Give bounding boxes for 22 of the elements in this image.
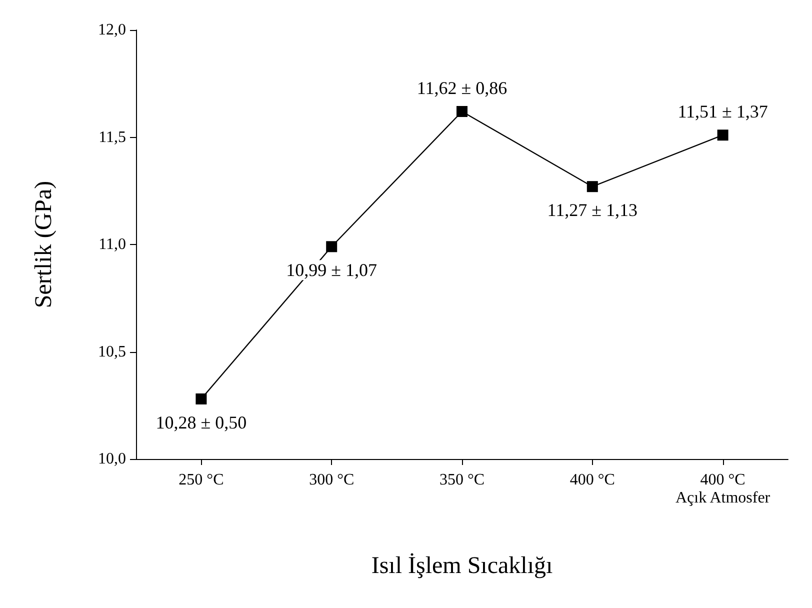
x-axis-title: Isıl İşlem Sıcaklığı: [371, 553, 553, 579]
data-label: 10,99 ± 1,07: [286, 260, 378, 280]
x-tick-label: 250 °C: [178, 472, 224, 488]
point: [326, 241, 338, 252]
y-tick-label: 10,0: [98, 450, 126, 468]
point: [586, 181, 598, 192]
x-tick-label: 350 °C: [439, 472, 485, 488]
data-label: 10,28 ± 0,50: [156, 412, 247, 432]
x-tick-label: 400 °C: [570, 472, 615, 488]
point: [196, 393, 207, 404]
y-axis-title: Sertlik (GPa): [31, 180, 57, 308]
x-tick-label: 400 °C Açık Atmosfer: [675, 472, 771, 506]
y-tick-label: 11,0: [98, 236, 126, 253]
data-label: 11,27 ± 1,13: [547, 200, 638, 220]
data-label: 11,51 ± 1,37: [678, 102, 768, 122]
point: [456, 106, 468, 118]
y-tick-label: 10,5: [98, 343, 126, 360]
data-label: 11,62 ± 0,86: [416, 78, 508, 98]
y-tick-label: 12,0: [98, 22, 126, 38]
y-tick-label: 11,5: [98, 128, 126, 146]
x-tick-label: 300 °C: [309, 472, 354, 488]
point: [717, 130, 728, 141]
